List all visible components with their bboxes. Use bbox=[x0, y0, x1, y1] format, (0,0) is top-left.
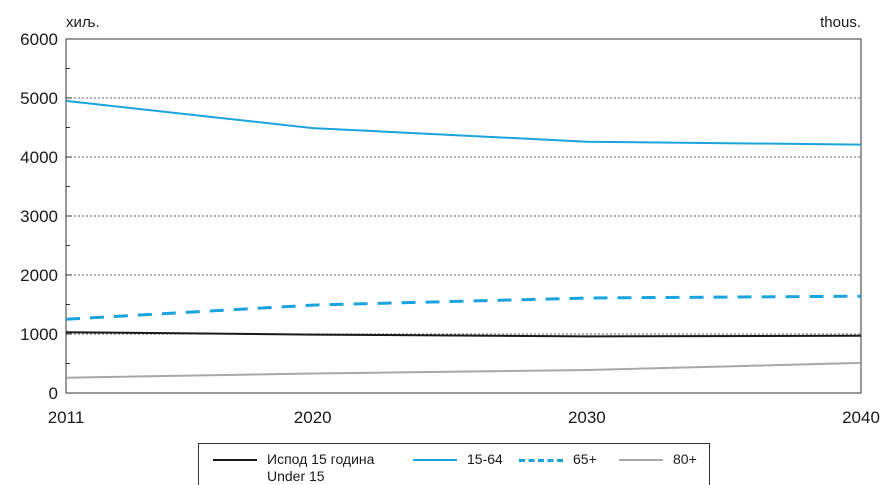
line-chart: 0 1000 2000 3000 4000 5000 6000 2011 2020 2030 204… bbox=[20, 30, 880, 427]
data-point-under-15-2020 bbox=[312, 334, 314, 336]
y-tick-label-0: 0 bbox=[49, 384, 58, 403]
y-tick-label-1000: 1000 bbox=[20, 325, 58, 344]
data-point-80-plus-2020 bbox=[312, 373, 314, 375]
legend-item-15-64: 15-64 bbox=[413, 451, 503, 468]
y-tick-label-4000: 4000 bbox=[20, 148, 58, 167]
legend-swatch-under-15 bbox=[213, 459, 257, 461]
y-tick-label-6000: 6000 bbox=[20, 30, 58, 49]
data-point-65-plus-2020 bbox=[312, 304, 314, 306]
data-point-80-plus-2011 bbox=[65, 377, 67, 379]
data-point-65-plus-2040 bbox=[860, 295, 862, 297]
legend-label-under-15: Испод 15 година Under 15 bbox=[267, 451, 374, 485]
data-point-under-15-2011 bbox=[65, 331, 67, 333]
y-tick-label-2000: 2000 bbox=[20, 266, 58, 285]
legend-swatch-15-64 bbox=[413, 459, 457, 461]
x-tick-label-2020: 2020 bbox=[294, 408, 332, 427]
legend-swatch-80-plus bbox=[619, 459, 663, 461]
data-point-65-plus-2030 bbox=[586, 297, 588, 299]
x-tick-label-2011: 2011 bbox=[48, 408, 85, 427]
series-line-80-plus bbox=[65, 361, 862, 379]
legend-label-under-15-sr: Испод 15 година bbox=[267, 451, 375, 467]
data-point-15-64-2030 bbox=[586, 141, 588, 143]
series-line-under-15 bbox=[65, 331, 862, 338]
data-point-15-64-2040 bbox=[860, 144, 862, 146]
data-point-under-15-2030 bbox=[586, 335, 588, 337]
legend-swatch-65-plus bbox=[519, 459, 563, 462]
legend-item-under-15: Испод 15 година Under 15 bbox=[213, 451, 374, 485]
y-tick-label-3000: 3000 bbox=[20, 207, 58, 226]
data-point-80-plus-2040 bbox=[860, 362, 862, 364]
legend: Испод 15 година Under 15 15-64 65+ 80+ bbox=[198, 443, 710, 485]
y-tick-label-5000: 5000 bbox=[20, 89, 58, 108]
x-tick-label-2040: 2040 bbox=[842, 408, 880, 427]
legend-label-65-plus: 65+ bbox=[573, 451, 597, 467]
data-point-under-15-2040 bbox=[860, 335, 862, 337]
data-point-80-plus-2030 bbox=[586, 369, 588, 371]
x-tick-label-2030: 2030 bbox=[568, 408, 606, 427]
data-point-15-64-2011 bbox=[65, 100, 67, 102]
legend-label-80-plus: 80+ bbox=[673, 451, 697, 467]
series-line-15-64 bbox=[65, 99, 862, 146]
series-line-65-plus bbox=[65, 294, 862, 321]
legend-label-under-15-en: Under 15 bbox=[267, 468, 325, 484]
y-unit-label-left: хиљ. bbox=[66, 14, 100, 31]
y-unit-label-right: thous. bbox=[820, 14, 861, 31]
data-point-65-plus-2011 bbox=[65, 318, 67, 320]
legend-item-65-plus: 65+ bbox=[519, 451, 597, 468]
legend-item-80-plus: 80+ bbox=[619, 451, 697, 468]
data-point-15-64-2020 bbox=[312, 127, 314, 129]
legend-label-15-64: 15-64 bbox=[467, 451, 503, 467]
